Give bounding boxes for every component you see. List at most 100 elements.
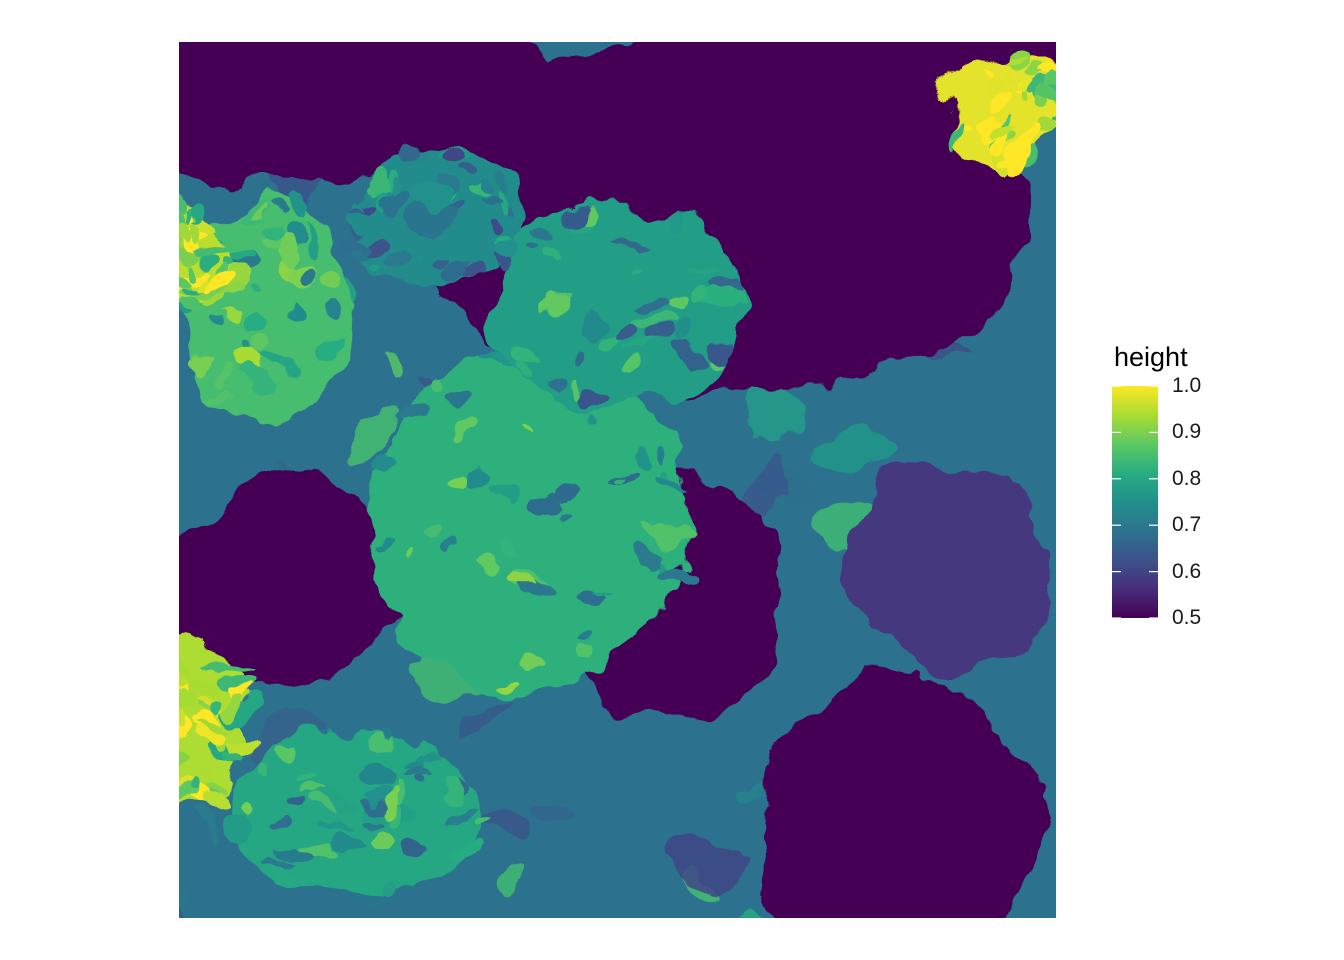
heatmap-speckle [520,355,532,371]
heatmap-speckle [494,487,526,500]
heatmap-speckle [293,775,318,783]
heatmap-speckle [230,255,245,265]
colorbar-tick-label: 0.7 [1172,513,1201,537]
heatmap-speckle [231,682,247,690]
heatmap-speckle [377,785,389,808]
heatmap-speckle [976,71,987,77]
heatmap-speckle [246,368,269,384]
heatmap-surface [179,42,1056,918]
heatmap-speckle [381,196,416,212]
heatmap-speckle [944,120,952,138]
heatmap-speckle [539,230,559,246]
heatmap-speckle [389,884,412,898]
heatmap-speckle [448,430,465,444]
heatmap-speckle [654,491,689,499]
heatmap-speckle [228,737,253,748]
heatmap-speckle [305,338,337,354]
heatmap-speckle [423,520,442,535]
heatmap-speckle [203,240,237,253]
heatmap-speckle [627,347,661,360]
heatmap-speckle [629,464,645,487]
heatmap-speckle [587,409,595,423]
heatmap-speckle [446,544,456,564]
heatmap-speckle [412,208,444,230]
heatmap-speckle [189,780,201,798]
heatmap-speckle [564,208,600,228]
heatmap-speckle [470,207,501,214]
heatmap-speckle [624,323,643,343]
colorbar-tick-label: 0.8 [1172,467,1201,491]
heatmap-speckle [396,178,407,199]
heatmap-speckle [486,679,506,688]
heatmap-speckle [360,728,390,748]
heatmap-speckle [419,754,448,762]
heatmap-speckle [352,812,380,821]
legend-title: height [1114,342,1188,373]
heatmap-speckle [276,825,289,837]
heatmap-speckle [254,206,263,214]
heatmap-speckle [190,674,225,690]
heatmap-speckle [664,298,687,313]
heatmap-speckle [411,781,422,791]
heatmap-plot-area [179,42,1056,918]
heatmap-speckle [446,779,464,802]
heatmap-speckle [201,768,219,781]
heatmap-speckle [673,345,704,360]
heatmap-speckle [577,642,603,664]
heatmap-speckle [211,691,225,706]
heatmap-speckle [708,292,737,311]
heatmap-speckle [380,539,393,547]
heatmap-speckle [664,210,677,226]
heatmap-speckle [691,296,711,314]
heatmap-speckle [667,563,689,575]
heatmap-speckle [261,334,278,355]
heatmap-speckle [435,254,449,266]
heatmap-speckle [668,323,689,346]
heatmap-speckle [498,541,520,560]
heatmap-speckle [1001,58,1023,64]
heatmap-speckle [226,369,239,384]
heatmap-speckle [252,313,279,331]
heatmap-speckle [479,566,498,585]
heatmap-speckle [206,251,218,269]
heatmap-speckle [318,821,351,829]
heatmap-speckle [250,226,272,239]
heatmap-speckle [187,361,215,369]
heatmap-speckle [389,413,423,428]
heatmap-speckle [638,294,666,310]
heatmap-speckle [221,821,254,844]
heatmap-speckle [320,302,337,324]
heatmap-speckle [402,142,424,162]
heatmap-speckle [279,744,295,761]
heatmap-speckle [432,379,446,397]
colorbar-legend: height 1.0 0.9 0.8 0.7 0.6 0.5 [1112,340,1232,640]
heatmap-speckle [227,688,245,709]
heatmap-speckle [707,338,731,358]
heatmap-speckle [351,237,374,248]
heatmap-speckle [266,207,288,214]
heatmap-speckle [279,802,301,814]
heatmap-speckle [531,251,543,261]
heatmap-speckle [578,314,613,336]
heatmap-speckle [579,630,597,637]
heatmap-speckle [284,848,317,860]
heatmap-speckle [492,244,523,266]
heatmap-speckle [315,263,343,287]
heatmap-speckle [238,349,268,372]
heatmap-speckle [574,385,607,401]
heatmap-speckle [332,833,367,850]
heatmap-speckle [550,254,571,267]
heatmap-speckle [266,860,302,867]
heatmap-speckle [222,320,233,332]
heatmap-speckle [513,660,536,676]
heatmap-speckle [599,296,608,308]
heatmap-speckle [197,798,229,818]
colorbar-tick-label: 0.6 [1172,560,1201,584]
heatmap-speckle [1013,87,1028,98]
heatmap-speckle [444,261,466,285]
heatmap-speckle [579,347,590,363]
colorbar-gradient [1112,386,1158,618]
heatmap-speckle [636,261,644,268]
heatmap-speckle [534,484,570,503]
heatmap-speckle [444,811,476,823]
